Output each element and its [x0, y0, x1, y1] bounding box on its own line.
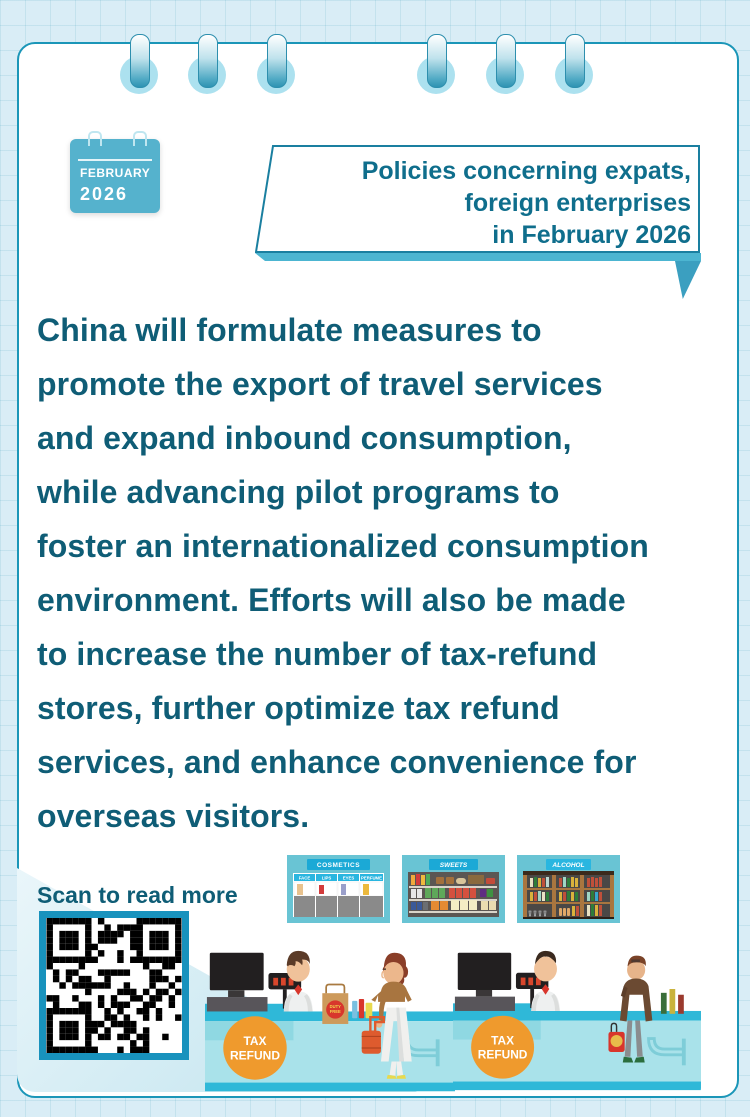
svg-text:PERFUME: PERFUME [361, 875, 382, 880]
svg-text:TAX: TAX [243, 1034, 266, 1048]
svg-text:TAX: TAX [491, 1033, 514, 1047]
svg-text:ALCOHOL: ALCOHOL [551, 862, 584, 869]
svg-text:REFUND: REFUND [478, 1048, 528, 1062]
svg-text:COSMETICS: COSMETICS [317, 862, 360, 869]
svg-text:SWEETS: SWEETS [440, 862, 468, 869]
svg-text:FREE: FREE [330, 1009, 341, 1014]
svg-text:FACE: FACE [299, 875, 311, 880]
svg-text:REFUND: REFUND [230, 1049, 280, 1063]
svg-text:LIPS: LIPS [322, 875, 332, 880]
svg-text:EYES: EYES [343, 875, 355, 880]
